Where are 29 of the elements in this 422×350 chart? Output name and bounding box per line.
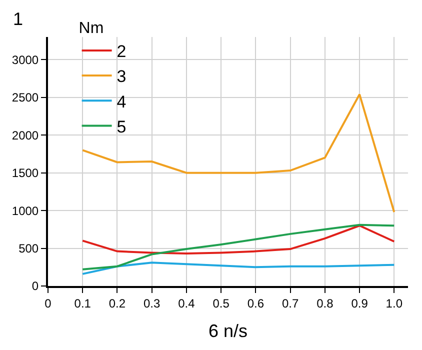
y-tick-label: 1000 <box>12 204 39 218</box>
x-tick-label: 0.9 <box>351 296 368 310</box>
x-axis-title: 6 n/s <box>208 321 248 341</box>
y-tick-label: 3000 <box>12 52 39 67</box>
legend-label: 3 <box>116 67 126 86</box>
legend-label: 5 <box>116 117 126 136</box>
x-tick-label: 0 <box>44 296 52 310</box>
line-series <box>82 224 396 270</box>
x-tick-label: 0.7 <box>282 296 299 310</box>
x-tick-label: 0.3 <box>144 296 161 310</box>
line-series <box>82 262 396 275</box>
line-series <box>82 93 396 214</box>
legend-label: 2 <box>116 42 126 62</box>
x-tick-label: 0.5 <box>212 296 230 310</box>
line-series <box>82 224 396 255</box>
x-tick-label: 0.6 <box>247 296 264 310</box>
x-tick-label: 0.4 <box>178 296 196 310</box>
legend-title: Nm <box>78 20 104 37</box>
y-tick-label: 2000 <box>12 128 39 142</box>
x-tick-label: 0.1 <box>74 296 92 310</box>
x-tick-label: 1.0 <box>386 296 403 310</box>
x-tick-label: 0.2 <box>108 296 126 310</box>
y-tick-label: 0 <box>32 279 39 294</box>
x-tick-label: 0.8 <box>316 296 334 310</box>
legend-label: 4 <box>116 92 126 112</box>
y-axis-title: 1 <box>13 9 24 29</box>
y-tick-label: 2500 <box>12 90 39 105</box>
y-tick-label: 1500 <box>12 166 39 180</box>
y-tick-label: 500 <box>18 241 39 256</box>
